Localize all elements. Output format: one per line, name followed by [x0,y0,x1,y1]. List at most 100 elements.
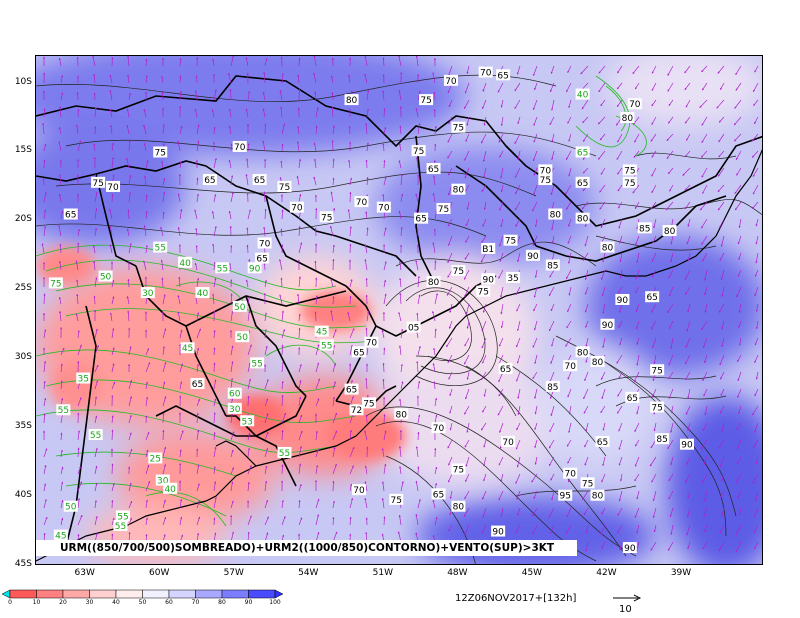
wind-vector [753,524,759,534]
wind-vector [581,99,589,110]
contour-label: 70 [257,237,272,249]
contour-label: 65 [431,488,446,500]
wind-vector [566,320,572,329]
contour-label: 55 [88,429,103,441]
wind-vector [212,58,215,67]
wind-vector [670,235,674,245]
wind-vector [213,398,217,407]
wind-vector [93,260,96,271]
contour-label-text: 85 [547,262,558,272]
wind-vector [60,363,63,373]
contour-label: 25 [148,452,163,464]
wind-vector [349,497,354,509]
contour-label-text: 65 [597,438,608,448]
wind-vector [298,446,302,458]
contour-label: 90 [491,525,506,538]
contour-label-text: 65 [254,176,265,186]
wind-vector [480,133,487,144]
wind-vector [398,143,402,152]
wind-vector [43,448,48,458]
wind-vector [417,294,421,305]
wind-vector [752,405,759,416]
wind-vector [196,312,200,322]
contour-label-text: 25 [150,454,161,464]
contour-label-text: 70 [629,100,641,110]
wind-vector [228,72,232,84]
wind-vector [516,490,521,500]
wind-vector [281,429,284,441]
wind-vector [128,92,131,101]
contour-label: 70 [501,435,516,448]
wind-vector [43,464,47,475]
colorbar [1,589,284,599]
contour-label: 70 [538,164,553,176]
wind-vector [111,363,115,373]
wind-vector [128,174,132,186]
contour-label-text: 70 [564,362,576,372]
wind-vector [704,405,708,416]
wind-vector [364,244,368,254]
wind-vector [534,422,538,431]
lon-tick-label: 57W [223,568,244,578]
wind-vector [685,286,691,295]
wind-vector [754,337,759,346]
wind-vector [179,125,183,135]
wind-vector [383,414,386,424]
wind-vector [298,463,302,475]
wind-vector [482,82,487,92]
wind-vector [482,303,487,313]
wind-vector [349,429,352,441]
wind-vector [738,252,742,261]
wind-vector [619,252,623,263]
wind-vector [432,499,436,509]
wind-vector [668,490,674,500]
contour-label-text: 70 [366,339,378,349]
contour-label: 75 [650,364,665,376]
wind-vector [653,354,657,365]
wind-vector [145,362,151,373]
wind-vector [551,133,555,143]
contour-label-bg [178,256,193,268]
wind-vector [448,320,453,329]
wind-vector [668,116,674,124]
contour-label: 70 [354,196,369,208]
wind-vector [349,446,355,458]
wind-vector [194,108,198,118]
contour-label: 80 [620,112,635,124]
wind-vector [365,378,368,390]
wind-vector [162,294,166,305]
contour-label: 65 [255,252,270,265]
wind-vector [617,184,623,192]
contour-label-text: 75 [420,96,431,106]
wind-vector [398,311,402,322]
wind-vector [635,235,640,246]
wind-vector [754,507,759,517]
wind-vector [585,320,589,328]
wind-vector [298,242,303,254]
contour-label: 40 [195,287,210,299]
wind-vector [466,201,470,210]
wind-vector [667,541,674,551]
wind-vector [719,252,725,261]
wind-vector [179,58,182,67]
contour-label-text: 90 [492,528,504,538]
wind-vector [735,524,742,535]
wind-vector [399,466,402,475]
contour-label-text: 75 [453,124,464,134]
wind-vector [534,218,538,227]
wind-vector [602,303,606,314]
wind-vector [600,371,606,381]
wind-vector [500,184,504,193]
wind-vector [514,99,521,109]
contour-label-text: 65 [627,394,638,404]
wind-vector [668,388,674,400]
contour-label-bg [545,259,560,271]
wind-vector [567,235,572,244]
wind-vector [755,218,759,227]
contour-label-text: 70 [378,204,390,214]
wind-vector [162,177,166,186]
wind-vector [448,116,453,125]
contour-label-text: 55 [279,449,290,459]
contour-label: 75 [91,176,106,189]
wind-vector [94,380,98,390]
